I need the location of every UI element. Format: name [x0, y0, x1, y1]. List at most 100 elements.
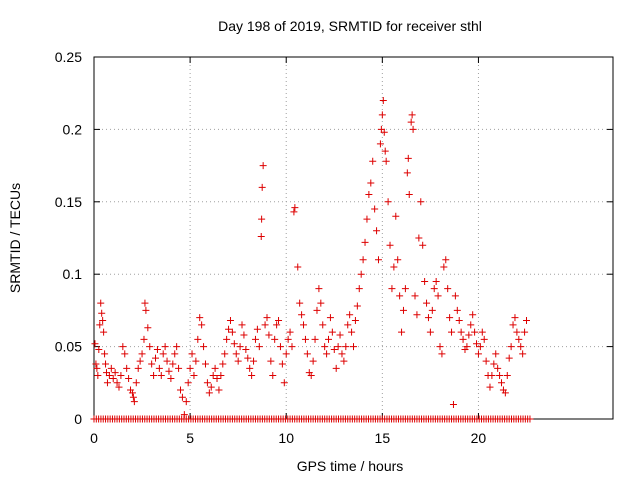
y-tick-label: 0.05	[55, 339, 82, 355]
data-point	[163, 357, 171, 365]
data-point	[467, 321, 475, 329]
data-point	[109, 374, 117, 382]
data-point	[379, 96, 387, 104]
data-point	[440, 263, 448, 271]
data-point	[438, 350, 446, 358]
data-point	[473, 340, 481, 348]
data-point	[411, 292, 419, 300]
data-point	[334, 343, 342, 351]
data-point	[407, 118, 415, 126]
data-point	[228, 328, 236, 336]
data-point	[178, 393, 186, 401]
data-point	[476, 343, 484, 351]
data-point	[250, 357, 258, 365]
data-point	[105, 372, 113, 380]
data-point	[248, 372, 256, 380]
data-point	[492, 350, 500, 358]
data-point	[361, 238, 369, 246]
data-point	[286, 328, 294, 336]
data-point	[323, 350, 331, 358]
data-point	[182, 398, 190, 406]
data-point	[152, 354, 160, 362]
data-point	[300, 321, 308, 329]
data-point	[221, 350, 229, 358]
data-point	[309, 357, 317, 365]
data-point	[161, 343, 169, 351]
data-point	[471, 328, 479, 336]
data-point	[480, 335, 488, 343]
data-point	[526, 415, 534, 423]
data-point	[146, 343, 154, 351]
data-point	[517, 343, 525, 351]
data-point	[186, 364, 194, 372]
data-point	[198, 321, 206, 329]
data-point	[92, 360, 100, 368]
data-point	[259, 162, 267, 170]
data-point	[111, 369, 119, 377]
y-axis-label: SRMTID / TECUs	[7, 183, 23, 293]
data-point	[230, 340, 238, 348]
data-point	[511, 314, 519, 322]
data-point	[188, 350, 196, 358]
axis-ticks: 0 5 10 15 20 0 0.05 0.1 0.15 0.2 0.25	[55, 49, 613, 446]
data-point	[463, 343, 471, 351]
data-point	[201, 360, 209, 368]
data-point	[408, 111, 416, 119]
x-tick-label: 10	[278, 430, 294, 446]
data-point	[93, 364, 101, 372]
data-point	[226, 317, 234, 325]
data-point	[453, 306, 461, 314]
data-point	[488, 372, 496, 380]
data-point	[386, 241, 394, 249]
data-point	[258, 183, 266, 191]
data-point	[330, 345, 338, 353]
data-point	[449, 401, 457, 409]
data-point	[238, 321, 246, 329]
data-point	[225, 325, 233, 333]
data-point	[128, 389, 136, 397]
data-point	[95, 345, 103, 353]
data-point	[315, 285, 323, 293]
data-point	[196, 314, 204, 322]
data-point	[332, 364, 340, 372]
data-point	[490, 360, 498, 368]
data-point	[519, 350, 527, 358]
data-point	[507, 343, 515, 351]
data-point	[394, 256, 402, 264]
y-tick-label: 0.2	[63, 121, 83, 137]
data-point	[350, 343, 357, 351]
data-point	[296, 299, 304, 307]
data-point	[513, 328, 521, 336]
data-point	[269, 372, 277, 380]
data-point	[261, 321, 269, 329]
data-point	[436, 343, 444, 351]
data-point	[240, 331, 248, 339]
data-point	[342, 343, 350, 351]
data-point	[119, 343, 127, 351]
data-point	[107, 364, 115, 372]
data-point	[409, 125, 417, 133]
data-point	[141, 299, 149, 307]
data-point	[340, 357, 348, 365]
data-point	[273, 321, 281, 329]
data-point	[373, 227, 381, 235]
data-point	[117, 372, 125, 380]
data-point	[253, 325, 261, 333]
data-point	[284, 335, 292, 343]
plot-frame	[93, 56, 614, 420]
data-point	[255, 343, 263, 351]
x-tick-label: 20	[471, 430, 487, 446]
data-point	[102, 369, 110, 377]
data-point	[377, 125, 385, 133]
data-point	[455, 317, 463, 325]
data-point	[138, 350, 146, 358]
data-point	[326, 314, 334, 322]
data-point	[369, 157, 377, 165]
data-point	[392, 212, 400, 220]
data-point	[125, 374, 133, 382]
data-point	[351, 317, 359, 325]
data-point	[200, 343, 208, 351]
data-point	[282, 350, 290, 358]
data-point	[263, 314, 271, 322]
data-point	[91, 340, 99, 348]
